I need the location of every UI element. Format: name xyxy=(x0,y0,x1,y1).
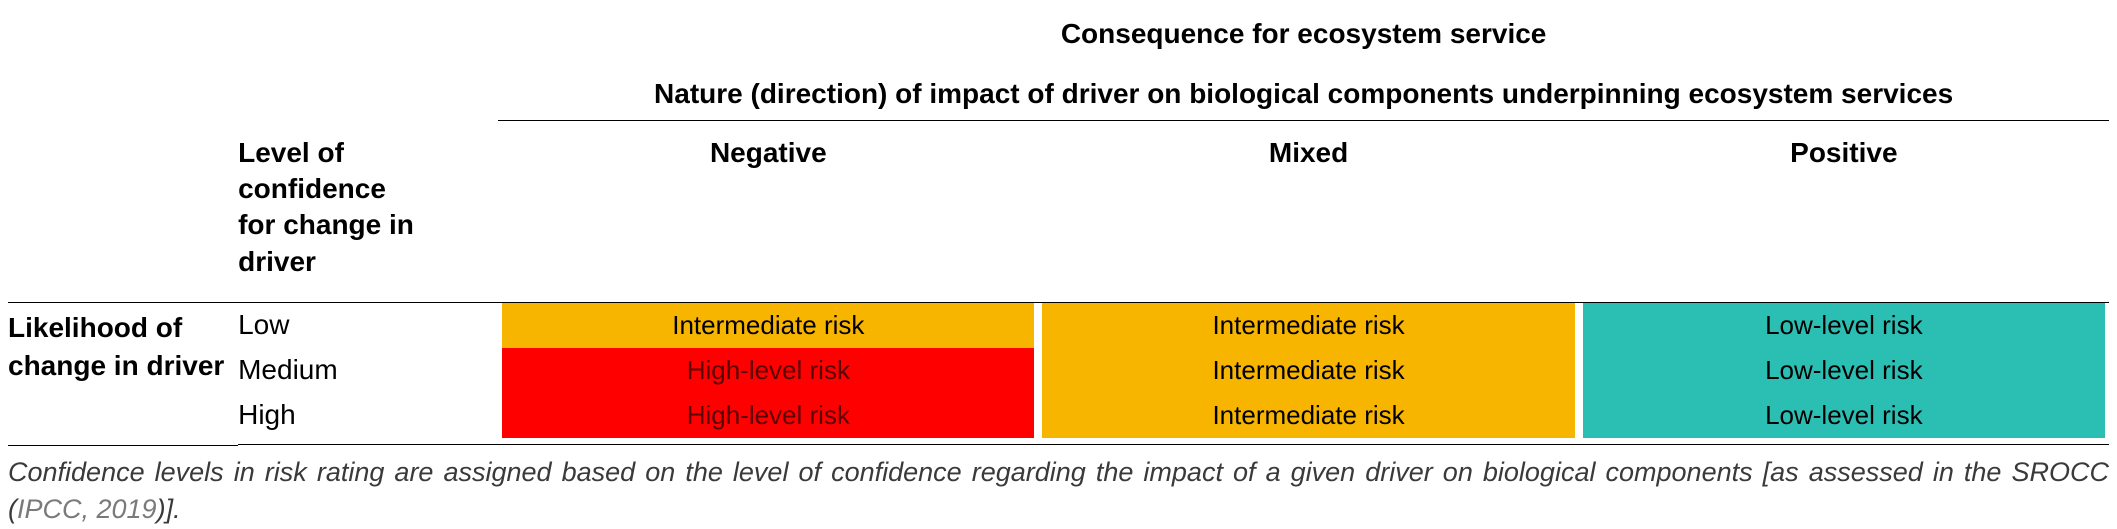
risk-cell: High-level risk xyxy=(502,348,1034,393)
caption-ref: IPCC, 2019 xyxy=(17,494,157,524)
super-header: Consequence for ecosystem service xyxy=(498,10,2109,64)
risk-cell: Intermediate risk xyxy=(502,303,1034,348)
row-group-label: Likelihood of change in driver xyxy=(8,303,238,445)
risk-cell: Low-level risk xyxy=(1583,348,2105,393)
risk-cell: Intermediate risk xyxy=(1042,348,1574,393)
table-caption: Confidence levels in risk rating are ass… xyxy=(8,446,2109,529)
caption-prefix: Confidence levels in risk rating are ass… xyxy=(8,457,2109,525)
confidence-header-line2: for change in driver xyxy=(238,209,414,276)
caption-suffix: )]. xyxy=(157,494,181,524)
risk-matrix-table: Consequence for ecosystem service Nature… xyxy=(8,10,2109,446)
confidence-level: High xyxy=(238,393,498,445)
row-group-label-line2: change in driver xyxy=(8,350,224,381)
impact-col-negative: Negative xyxy=(498,121,1038,303)
risk-matrix-table-wrap: Consequence for ecosystem service Nature… xyxy=(0,0,2117,529)
confidence-level: Medium xyxy=(238,348,498,393)
risk-cell: High-level risk xyxy=(502,393,1034,438)
mid-header-row: Nature (direction) of impact of driver o… xyxy=(8,64,2109,121)
table-row: High High-level risk Intermediate risk L… xyxy=(8,393,2109,445)
impact-col-positive: Positive xyxy=(1579,121,2109,303)
risk-cell: Low-level risk xyxy=(1583,393,2105,438)
impact-col-mixed: Mixed xyxy=(1038,121,1578,303)
risk-cell: Low-level risk xyxy=(1583,303,2105,348)
risk-cell: Intermediate risk xyxy=(1042,393,1574,438)
table-row: Medium High-level risk Intermediate risk… xyxy=(8,348,2109,393)
mid-header: Nature (direction) of impact of driver o… xyxy=(498,64,2109,121)
super-header-row: Consequence for ecosystem service xyxy=(8,10,2109,64)
confidence-header: Level of confidence for change in driver xyxy=(238,121,498,303)
row-group-label-line1: Likelihood of xyxy=(8,312,182,343)
risk-cell: Intermediate risk xyxy=(1042,303,1574,348)
column-headers-row: Level of confidence for change in driver… xyxy=(8,121,2109,303)
confidence-level: Low xyxy=(238,303,498,349)
confidence-header-line1: Level of confidence xyxy=(238,137,386,204)
table-row: Likelihood of change in driver Low Inter… xyxy=(8,303,2109,349)
